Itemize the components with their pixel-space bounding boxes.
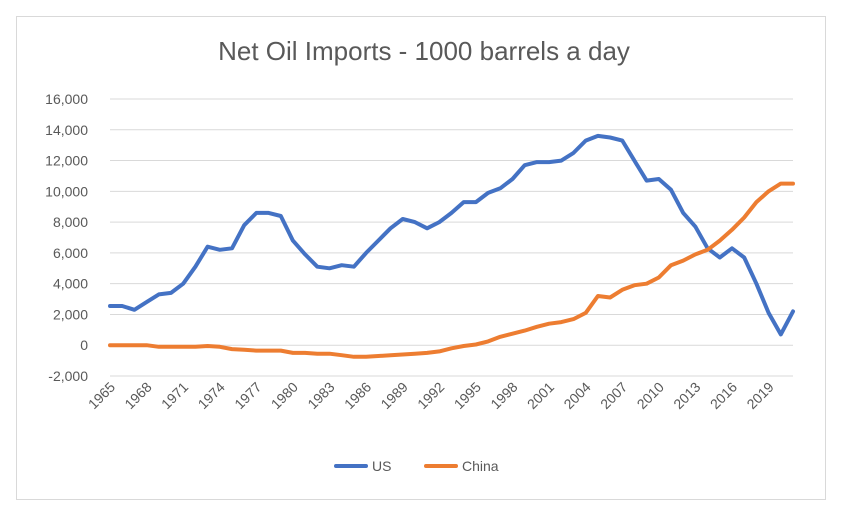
x-tick-label: 2007 [597, 379, 630, 412]
series-lines [108, 133, 795, 359]
y-tick-label: 12,000 [45, 153, 88, 169]
legend-label-us: US [372, 458, 391, 474]
y-tick-label: -2,000 [48, 368, 88, 384]
x-tick-label: 1992 [414, 379, 447, 412]
x-tick-label: 1965 [85, 379, 118, 412]
y-axis: -2,000 0 2,000 4,000 6,000 8,000 10,000 12,000 1… [45, 91, 88, 384]
x-tick-label: 1968 [121, 379, 154, 412]
x-tick-label: 1980 [268, 379, 301, 412]
y-tick-label: 4,000 [53, 276, 88, 292]
y-tick-label: 8,000 [53, 214, 88, 230]
y-tick-label: 6,000 [53, 245, 88, 261]
x-tick-label: 1971 [158, 379, 191, 412]
x-tick-label: 1998 [487, 379, 520, 412]
y-tick-label: 16,000 [45, 91, 88, 107]
x-tick-label: 2019 [743, 379, 776, 412]
x-tick-label: 2016 [707, 379, 740, 412]
series-line-china [108, 181, 795, 359]
x-tick-label: 2001 [524, 379, 557, 412]
grid-lines [110, 98, 793, 377]
y-tick-label: 10,000 [45, 183, 88, 199]
series-line-us [108, 133, 795, 337]
chart-title: Net Oil Imports - 1000 barrels a day [218, 36, 630, 66]
y-tick-label: 2,000 [53, 306, 88, 322]
legend: US China [334, 458, 499, 474]
x-tick-label: 1986 [341, 379, 374, 412]
x-tick-label: 2013 [670, 379, 703, 412]
legend-label-china: China [462, 458, 499, 474]
x-tick-label: 1995 [451, 379, 484, 412]
x-axis: 1965 1968 1971 1974 1977 1980 1983 1986 1989 1992… [85, 379, 777, 412]
x-tick-label: 2010 [634, 379, 667, 412]
x-tick-label: 1977 [231, 379, 264, 412]
y-tick-label: 14,000 [45, 122, 88, 138]
x-tick-label: 1983 [304, 379, 337, 412]
x-tick-label: 1974 [195, 379, 228, 412]
x-tick-label: 1989 [377, 379, 410, 412]
y-tick-label: 0 [80, 337, 88, 353]
x-tick-label: 2004 [560, 379, 593, 412]
